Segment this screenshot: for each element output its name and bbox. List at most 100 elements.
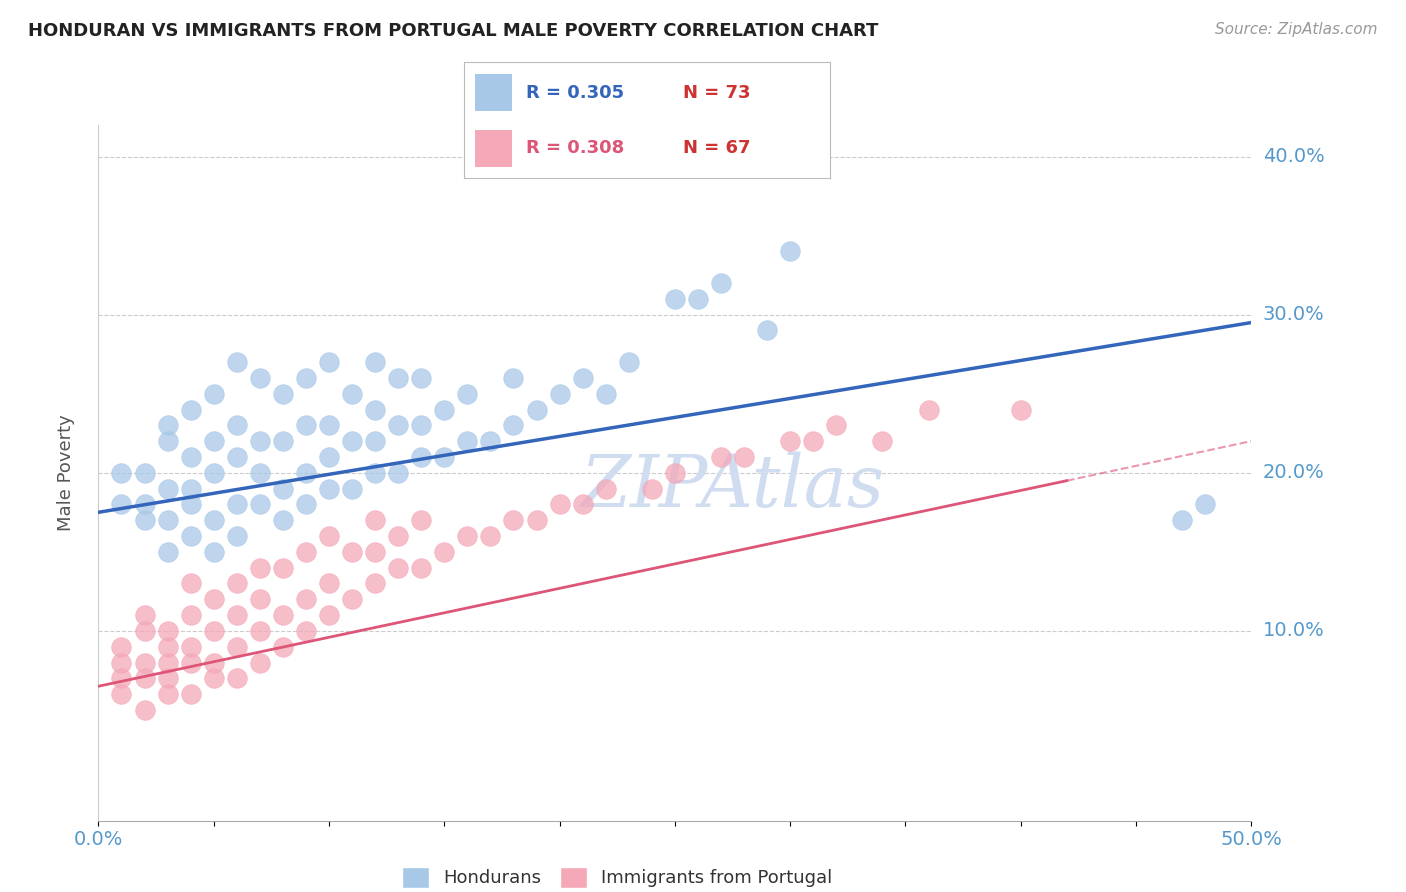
Point <box>271 560 294 574</box>
Point <box>295 624 318 638</box>
Point <box>756 323 779 337</box>
Point <box>225 450 247 464</box>
Point <box>364 434 387 449</box>
Point <box>225 608 247 623</box>
Point <box>364 576 387 591</box>
Point <box>271 513 294 527</box>
Point <box>156 624 179 638</box>
Point <box>156 513 179 527</box>
Point <box>825 418 848 433</box>
Point <box>249 560 271 574</box>
Point <box>180 608 202 623</box>
Point <box>502 371 524 385</box>
Point <box>340 386 363 401</box>
Point <box>295 466 318 480</box>
Point <box>156 656 179 670</box>
Point <box>456 434 478 449</box>
Point <box>595 386 617 401</box>
Point <box>779 244 801 259</box>
Point <box>571 497 593 511</box>
Point <box>134 466 156 480</box>
Point <box>180 497 202 511</box>
Point <box>387 371 409 385</box>
Point <box>686 292 709 306</box>
Point <box>779 434 801 449</box>
Point <box>340 592 363 607</box>
Point <box>433 402 456 417</box>
Point <box>225 640 247 654</box>
Point <box>340 545 363 559</box>
Point <box>664 466 686 480</box>
Point <box>202 592 225 607</box>
Point <box>318 608 340 623</box>
Point <box>180 656 202 670</box>
Point <box>249 497 271 511</box>
Point <box>134 656 156 670</box>
Legend: Hondurans, Immigrants from Portugal: Hondurans, Immigrants from Portugal <box>395 860 839 892</box>
Point <box>180 450 202 464</box>
Point <box>411 513 433 527</box>
Point <box>249 466 271 480</box>
Point <box>271 386 294 401</box>
Point <box>156 687 179 701</box>
Point <box>134 624 156 638</box>
Point <box>411 560 433 574</box>
Point <box>664 292 686 306</box>
Point <box>180 687 202 701</box>
Point <box>456 529 478 543</box>
Point <box>364 513 387 527</box>
Point <box>364 355 387 369</box>
Point <box>134 513 156 527</box>
Point <box>271 482 294 496</box>
Point <box>872 434 894 449</box>
Point <box>295 545 318 559</box>
Text: N = 67: N = 67 <box>683 139 751 157</box>
Point <box>134 608 156 623</box>
Text: R = 0.308: R = 0.308 <box>526 139 624 157</box>
Point <box>225 355 247 369</box>
Point <box>180 576 202 591</box>
Text: 20.0%: 20.0% <box>1263 463 1324 483</box>
Point <box>110 656 132 670</box>
Point <box>180 640 202 654</box>
Point <box>571 371 593 385</box>
Point <box>134 671 156 685</box>
Y-axis label: Male Poverty: Male Poverty <box>56 415 75 531</box>
Point <box>180 402 202 417</box>
Point <box>318 482 340 496</box>
Point <box>340 434 363 449</box>
Point <box>318 418 340 433</box>
Point <box>249 656 271 670</box>
Point <box>202 386 225 401</box>
Point <box>225 529 247 543</box>
Point <box>548 386 571 401</box>
Point <box>180 482 202 496</box>
Point <box>502 418 524 433</box>
Point <box>387 529 409 543</box>
Point <box>526 402 548 417</box>
Point <box>595 482 617 496</box>
Point <box>1010 402 1032 417</box>
Point <box>110 687 132 701</box>
Point <box>364 466 387 480</box>
Point <box>202 656 225 670</box>
Point <box>110 497 132 511</box>
Text: 40.0%: 40.0% <box>1263 147 1324 166</box>
Point <box>479 529 502 543</box>
Point <box>502 513 524 527</box>
Point <box>295 592 318 607</box>
Text: N = 73: N = 73 <box>683 84 751 102</box>
Point <box>249 371 271 385</box>
Point <box>249 624 271 638</box>
Point <box>156 545 179 559</box>
Point <box>318 576 340 591</box>
FancyBboxPatch shape <box>475 129 512 167</box>
Point <box>134 703 156 717</box>
Point <box>156 418 179 433</box>
Point <box>271 434 294 449</box>
Point <box>641 482 664 496</box>
Point <box>1194 497 1216 511</box>
Point <box>340 482 363 496</box>
Point <box>202 466 225 480</box>
FancyBboxPatch shape <box>475 74 512 112</box>
